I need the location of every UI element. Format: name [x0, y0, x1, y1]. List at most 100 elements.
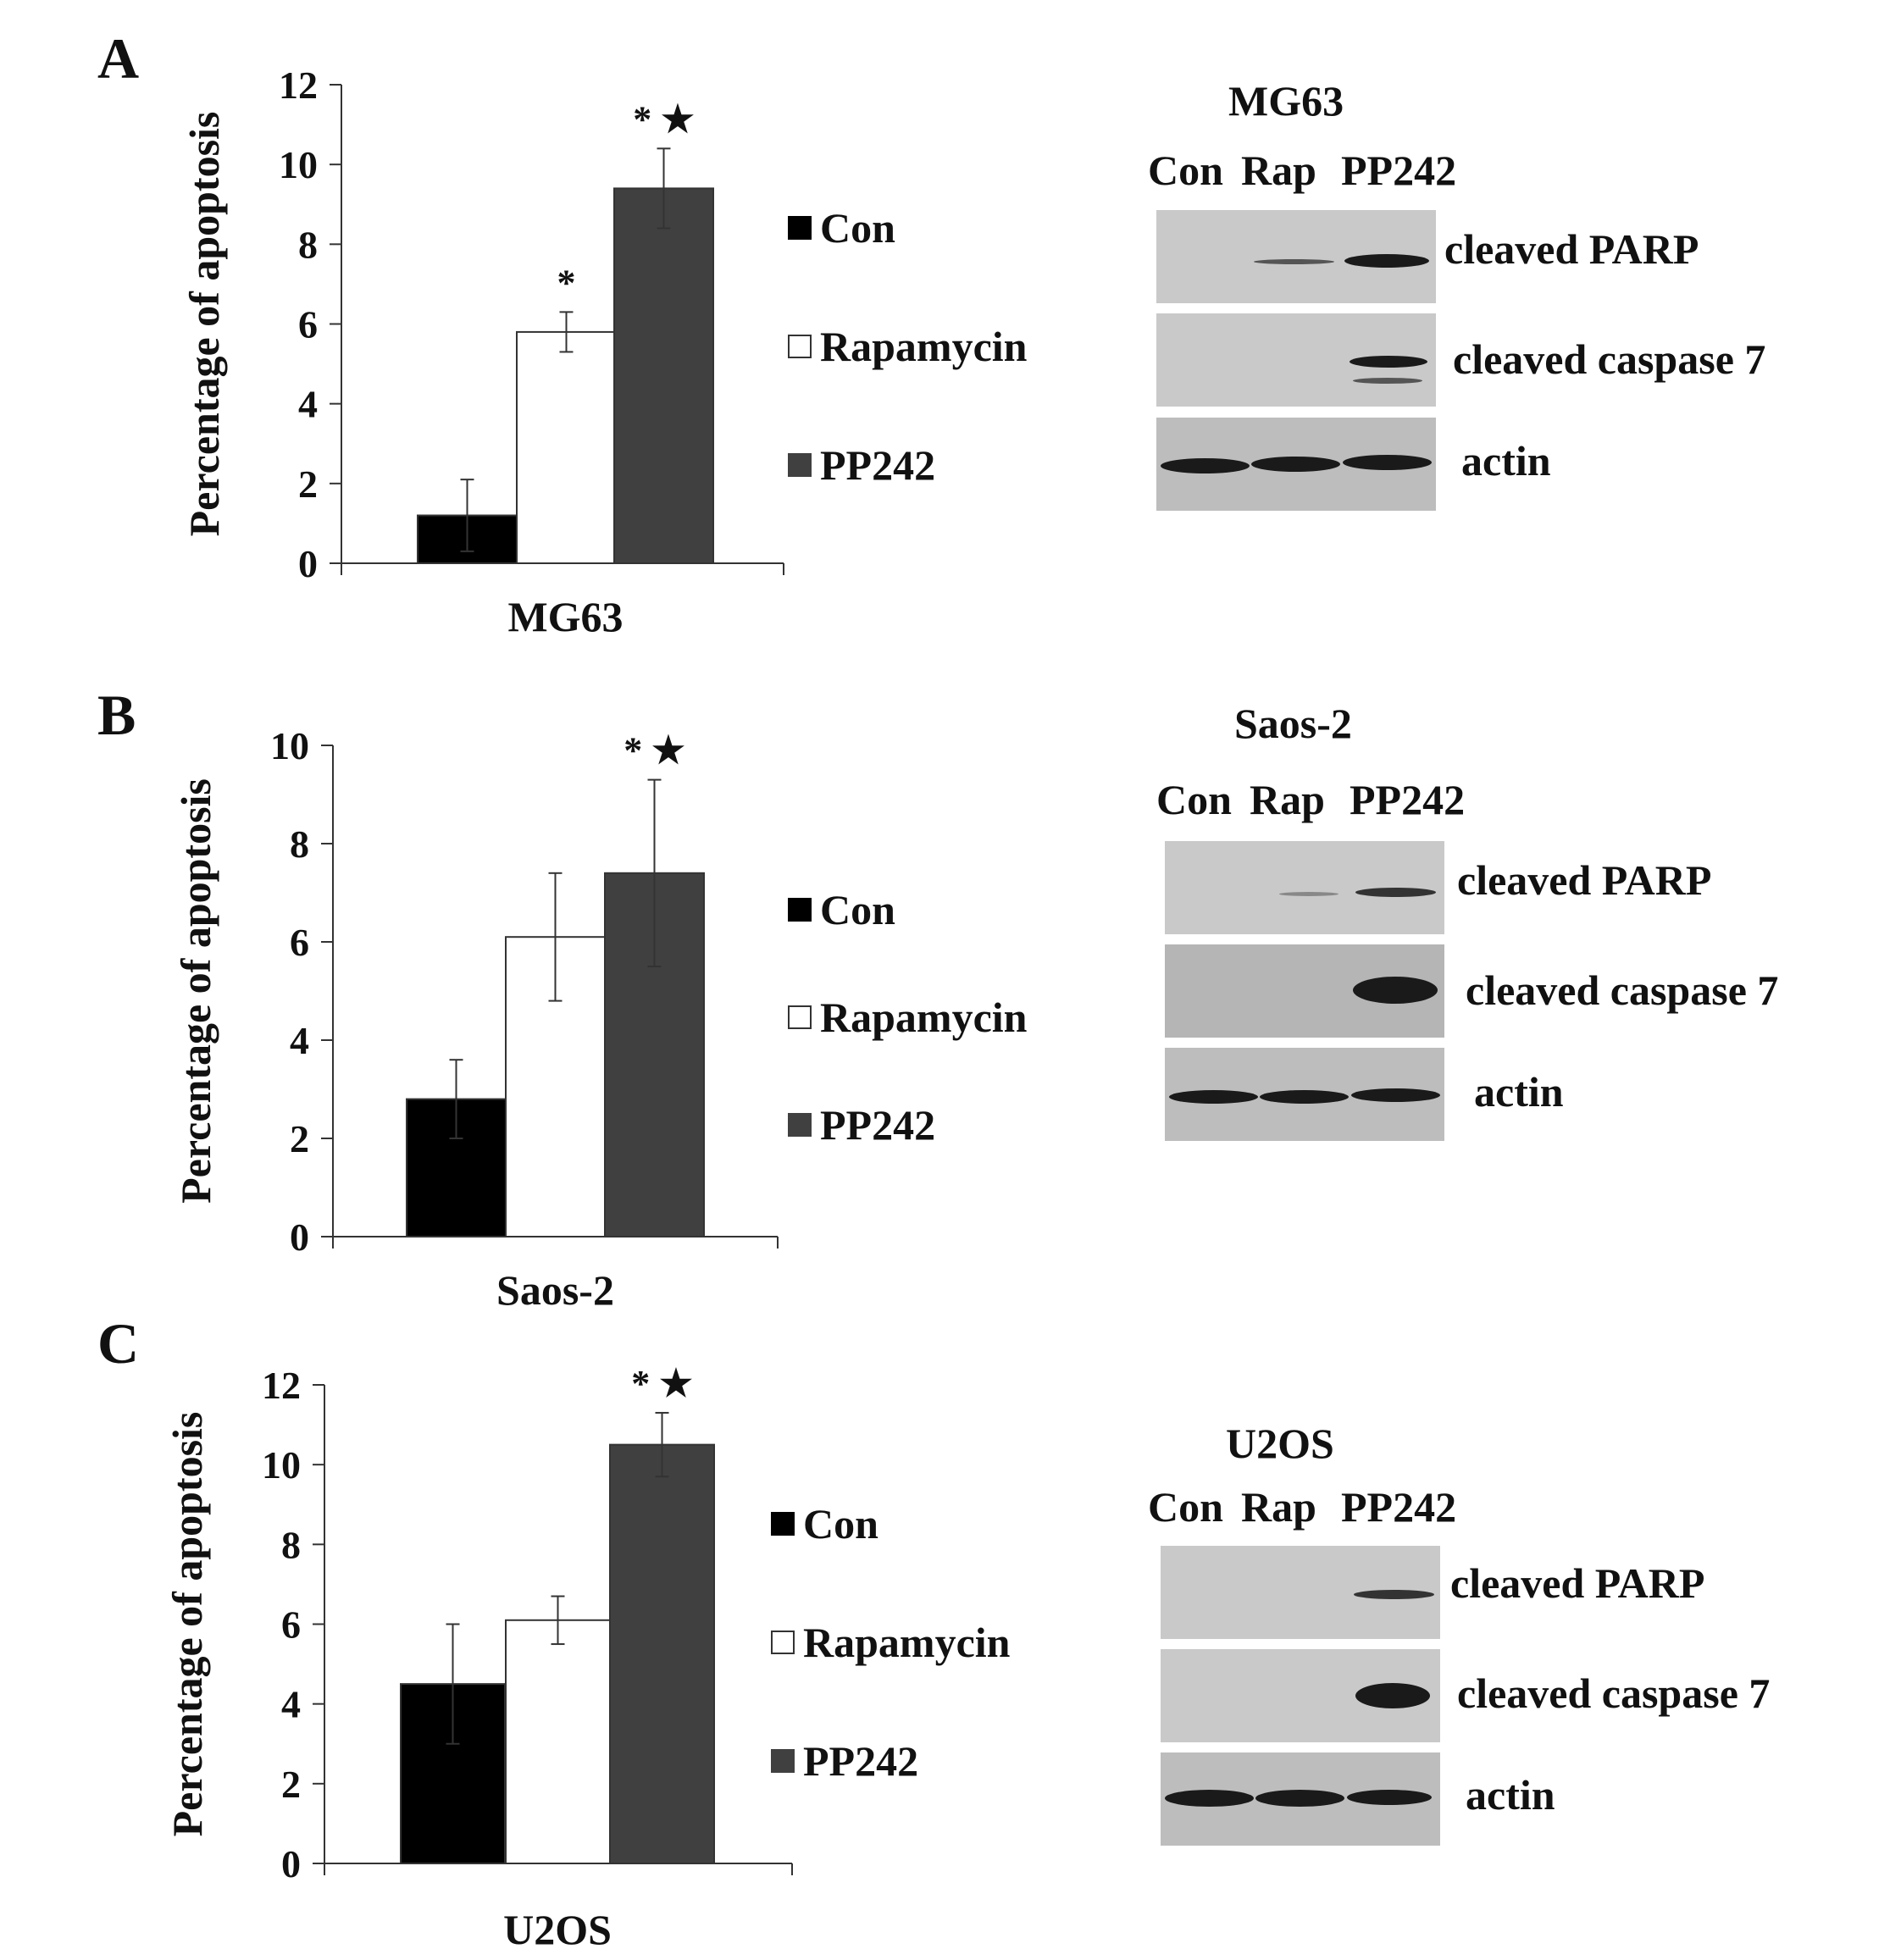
- legend-label: Con: [820, 204, 895, 252]
- lane-label-con: Con: [1148, 147, 1223, 194]
- blot-strip-caspase7: [1165, 944, 1444, 1038]
- bar-chart-mg63: 0 2 4 6 8 10 12 Percentage of apoptosis MG63 * * ★: [180, 64, 784, 640]
- band: [1254, 259, 1334, 264]
- legend-item-con: Con: [771, 1499, 878, 1548]
- legend-item-con: Con: [788, 885, 895, 934]
- band: [1354, 1590, 1434, 1599]
- band: [1279, 892, 1338, 896]
- band: [1353, 977, 1438, 1004]
- blot-row-label: actin: [1466, 1771, 1555, 1819]
- legend-label: PP242: [803, 1737, 919, 1785]
- y-tick-label: 12: [279, 64, 318, 107]
- panel-a: A 0 2 4 6 8 10 12 Percentage of apoptosis MG63 * *…: [0, 0, 1901, 661]
- lane-label-rap: Rap: [1250, 776, 1325, 823]
- legend-item-rapamycin: Rapamycin: [788, 322, 1027, 371]
- bar-chart-saos2: 0 2 4 6 8 10 Percentage of apoptosis Saos-2 * ★: [172, 724, 779, 1314]
- y-tick-label: 12: [262, 1364, 301, 1407]
- y-tick-label: 10: [270, 724, 309, 767]
- legend-label: Rapamycin: [820, 994, 1028, 1041]
- y-tick-label: 4: [298, 383, 318, 426]
- y-tick-label: 10: [262, 1443, 301, 1487]
- legend-item-con: Con: [788, 203, 895, 252]
- legend-swatch-rapamycin: [788, 1005, 812, 1029]
- blot-strip-parp: [1156, 210, 1436, 303]
- legend-label: Rapamycin: [820, 323, 1028, 370]
- band: [1355, 1683, 1430, 1708]
- band: [1351, 1088, 1440, 1102]
- significance-marker: * ★: [633, 98, 694, 140]
- significance-marker: *: [557, 262, 576, 303]
- y-tick-label: 6: [298, 303, 318, 346]
- bar-rapamycin: [516, 330, 617, 564]
- legend-swatch-pp242: [771, 1749, 795, 1773]
- blot-row-label: actin: [1461, 437, 1551, 484]
- band: [1344, 254, 1429, 268]
- legend-swatch-pp242: [788, 1113, 812, 1137]
- panel-letter: A: [97, 26, 140, 91]
- lane-label-pp242: PP242: [1341, 1483, 1457, 1531]
- blot-row-label: cleaved PARP: [1444, 225, 1699, 273]
- blot-strip-parp: [1165, 841, 1444, 934]
- y-tick-label: 0: [290, 1215, 309, 1259]
- legend-swatch-con: [771, 1512, 795, 1536]
- panel-letter: B: [97, 683, 136, 747]
- blot-title: MG63: [1228, 77, 1344, 125]
- blot-title: Saos-2: [1234, 700, 1352, 747]
- x-category-label: Saos-2: [496, 1266, 614, 1314]
- y-axis-title: Percentage of apoptosis: [163, 1412, 211, 1837]
- legend-label: PP242: [820, 441, 936, 489]
- y-axis-title: Percentage of apoptosis: [172, 778, 219, 1204]
- legend-swatch-rapamycin: [771, 1631, 795, 1654]
- y-tick-label: 4: [281, 1683, 301, 1726]
- band: [1350, 356, 1427, 368]
- blot-strip-parp: [1161, 1546, 1440, 1639]
- bar-pp242: [613, 187, 714, 565]
- y-tick-label: 6: [281, 1603, 301, 1647]
- band: [1255, 1790, 1344, 1807]
- blot-row-label: actin: [1474, 1068, 1564, 1116]
- legend-swatch-rapamycin: [788, 335, 812, 358]
- legend-swatch-con: [788, 898, 812, 922]
- blot-strip-actin: [1156, 418, 1436, 511]
- panel-c: C 0 2 4 6 8 10 12 Percentage of apoptosis U2OS * …: [0, 1300, 1901, 1960]
- bar-chart-u2os: 0 2 4 6 8 10 12 Percentage of apoptosis U2OS * ★: [163, 1363, 793, 1953]
- blot-strip-caspase7: [1156, 313, 1436, 407]
- panel-letter: C: [97, 1311, 140, 1376]
- legend-label: PP242: [820, 1101, 936, 1149]
- legend-item-pp242: PP242: [788, 440, 935, 490]
- y-tick-label: 4: [290, 1019, 309, 1062]
- significance-marker: * ★: [624, 730, 684, 772]
- lane-label-con: Con: [1148, 1483, 1223, 1531]
- legend-item-pp242: PP242: [788, 1100, 935, 1149]
- panel-b: B 0 2 4 6 8 10 Percentage of apoptosis Saos-2 * …: [0, 661, 1901, 1321]
- x-category-label: MG63: [507, 593, 623, 640]
- legend-label: Con: [820, 886, 895, 933]
- y-tick-label: 2: [298, 462, 318, 506]
- y-tick-label: 8: [290, 822, 309, 866]
- blot-row-label: cleaved PARP: [1450, 1559, 1705, 1607]
- band: [1355, 888, 1436, 897]
- blot-strip-caspase7: [1161, 1649, 1440, 1742]
- y-tick-label: 8: [281, 1523, 301, 1566]
- y-tick-label: 8: [298, 223, 318, 266]
- y-tick-label: 10: [279, 143, 318, 186]
- legend-item-rapamycin: Rapamycin: [788, 993, 1027, 1042]
- y-tick-label: 2: [281, 1763, 301, 1806]
- blot-strip-actin: [1161, 1752, 1440, 1846]
- x-category-label: U2OS: [503, 1906, 612, 1953]
- blot-lane-labels: Con Rap PP242: [1148, 1482, 1456, 1531]
- legend-item-rapamycin: Rapamycin: [771, 1618, 1010, 1667]
- legend-swatch-con: [788, 216, 812, 240]
- y-tick-label: 2: [290, 1117, 309, 1160]
- band: [1169, 1090, 1258, 1104]
- bar-pp242: [609, 1443, 715, 1864]
- lane-label-pp242: PP242: [1341, 147, 1457, 194]
- y-tick-label: 6: [290, 921, 309, 964]
- band: [1165, 1790, 1254, 1807]
- significance-marker: * ★: [631, 1363, 692, 1404]
- lane-label-rap: Rap: [1241, 147, 1316, 194]
- band: [1251, 457, 1340, 472]
- lane-label-rap: Rap: [1241, 1483, 1316, 1531]
- lane-label-pp242: PP242: [1350, 776, 1466, 823]
- y-tick-label: 0: [298, 542, 318, 585]
